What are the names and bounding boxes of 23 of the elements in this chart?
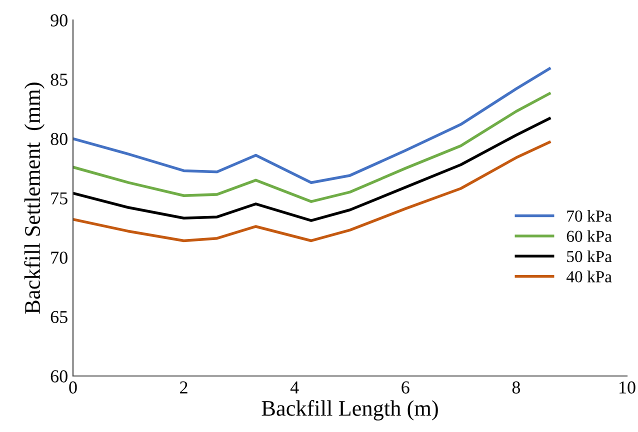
legend-label: 70 kPa [567,210,612,222]
line-series [73,117,551,222]
line-series [73,67,551,184]
x-tick-label: 6 [402,381,410,394]
x-tick-label: 2 [180,381,188,394]
y-tick-label: 65 [50,310,68,324]
y-tick-label: 75 [51,192,68,204]
y-tick-label: 60 [50,370,68,382]
legend-label: 60 kPa [566,230,612,242]
y-tick-label: 70 [51,252,68,264]
legend-label: 50 kPa [567,250,612,262]
x-tick-label: 0 [69,381,77,394]
legend-label: 40 kPa [566,270,612,282]
y-tick-label: 85 [50,74,68,86]
x-tick-label: 8 [512,381,520,394]
x-tick-label: 10 [620,381,636,394]
y-tick-label: 90 [50,14,68,26]
x-tick-label: 4 [290,382,299,394]
x-axis-title: Backfill Length (m) [262,400,438,420]
line-series [73,92,551,203]
y-tick-label: 80 [50,132,68,146]
line-series [73,140,551,242]
y-axis-title: Backfill Settlement (mm) [24,82,45,314]
